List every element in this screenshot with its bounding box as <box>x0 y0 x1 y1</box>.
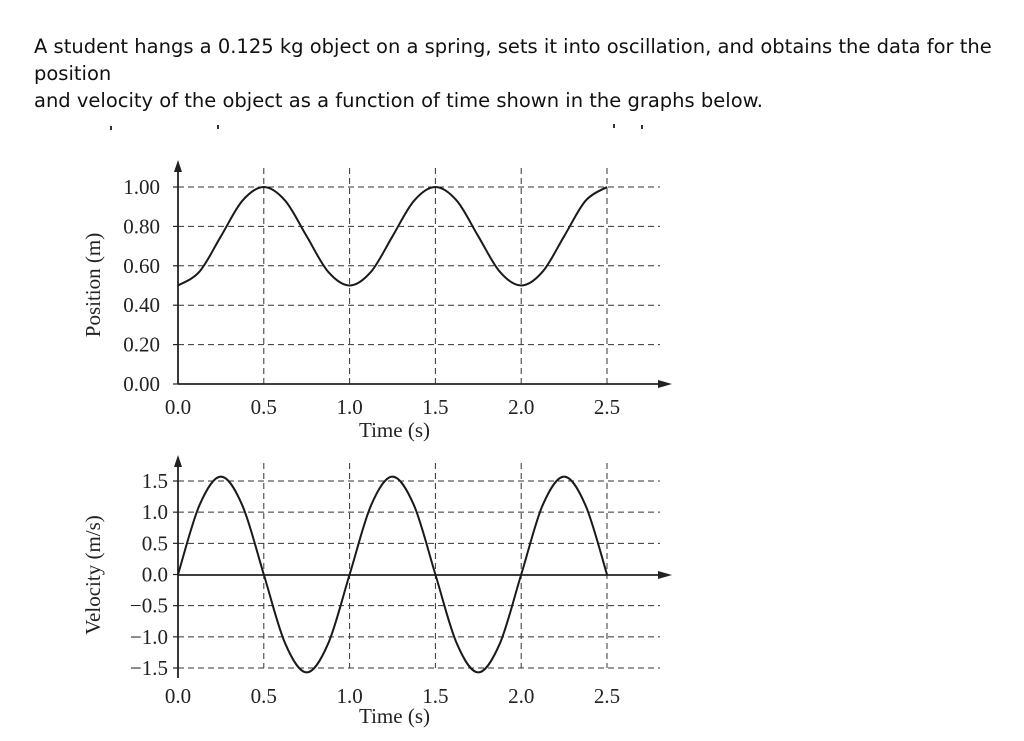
problem-statement: A student hangs a 0.125 kg object on a s… <box>34 33 1019 114</box>
velocity-ytick-label: 0.0 <box>142 563 168 587</box>
velocity-ytick-label: 1.0 <box>142 500 168 524</box>
position-ytick-label: 0.80 <box>123 214 160 238</box>
position-xtick-label: 1.0 <box>336 395 362 419</box>
velocity-ytick-label: −1.5 <box>130 656 168 680</box>
position-ytick-label: 1.00 <box>123 175 160 199</box>
velocity-ytick-label: 1.5 <box>142 469 168 493</box>
velocity-ytick-label: 0.5 <box>142 531 168 555</box>
velocity-xtick-label: 1.0 <box>336 684 362 708</box>
position-ytick-label: 0.00 <box>123 372 160 396</box>
position-xtick-label: 2.5 <box>594 395 620 419</box>
position-ytick-label: 0.40 <box>123 293 160 317</box>
problem-line-2: and velocity of the object as a function… <box>34 89 763 112</box>
velocity-graph: 1.5 1.0 0.5 0.0 −0.5 −1.0 −1.5 0.0 0.5 1.0 1.5 2.0 2… <box>81 455 672 728</box>
velocity-xtick-label: 0.0 <box>165 684 191 708</box>
velocity-y-axis-arrow <box>174 455 182 467</box>
velocity-x-axis-title: Time (s) <box>359 704 430 728</box>
position-xtick-label: 2.0 <box>508 395 534 419</box>
velocity-xtick-label: 0.5 <box>251 684 277 708</box>
position-data-line <box>177 185 608 287</box>
position-xtick-label: 0.0 <box>165 395 191 419</box>
position-y-axis-arrow <box>174 160 182 172</box>
velocity-ytick-label: −0.5 <box>130 594 168 618</box>
position-ytick-label: 0.20 <box>123 333 160 357</box>
position-xtick-label: 1.5 <box>422 395 448 419</box>
velocity-xtick-label: 1.5 <box>422 684 448 708</box>
velocity-x-axis-arrow <box>658 571 672 579</box>
velocity-xtick-label: 2.5 <box>594 684 620 708</box>
velocity-ytick-label: −1.0 <box>130 625 168 649</box>
velocity-xtick-label: 2.0 <box>508 684 534 708</box>
position-x-axis-arrow <box>658 380 672 388</box>
problem-line-1: A student hangs a 0.125 kg object on a s… <box>34 35 992 85</box>
position-graph: 0.00 0.20 0.40 0.60 0.80 1.00 0.0 0.5 1.0 1.5 2.0 2… <box>81 160 672 442</box>
position-y-axis-title: Position (m) <box>81 233 105 337</box>
position-x-axis-title: Time (s) <box>359 418 430 442</box>
position-ytick-label: 0.60 <box>123 254 160 278</box>
velocity-data-line <box>177 475 608 674</box>
velocity-y-axis-title: Velocity (m/s) <box>81 515 105 635</box>
position-xtick-label: 0.5 <box>251 395 277 419</box>
